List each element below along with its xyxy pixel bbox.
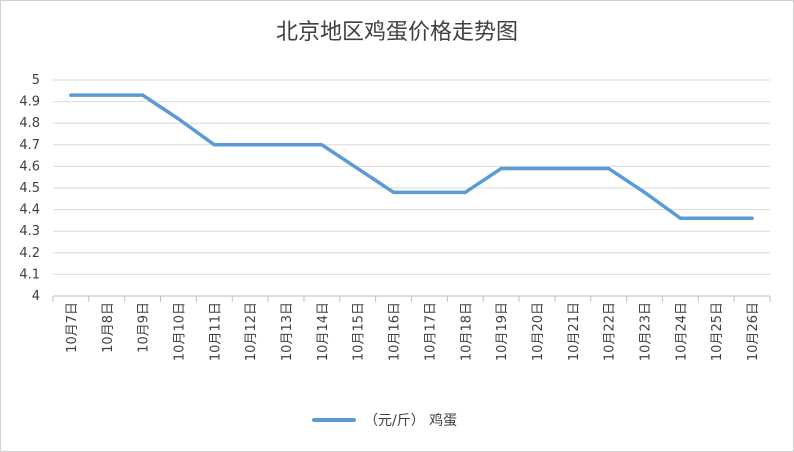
data-point xyxy=(176,117,181,121)
legend-swatch xyxy=(312,418,356,422)
x-tick-label: 10月13日 xyxy=(280,302,295,361)
x-tick-label: 10月25日 xyxy=(710,302,725,361)
data-point xyxy=(750,216,754,220)
data-point xyxy=(642,190,647,194)
y-tick-label: 4.2 xyxy=(19,246,40,261)
x-tick-label: 10月16日 xyxy=(388,302,403,361)
y-axis-ticks: 5 4.9 4.8 4.7 4.6 4.5 4.4 4.3 4.2 4.1 4 xyxy=(19,73,40,304)
legend: （元/斤） 鸡蛋 xyxy=(312,410,457,430)
y-tick-label: 4.5 xyxy=(19,181,40,196)
data-point xyxy=(69,93,73,97)
data-point xyxy=(499,166,503,171)
chart-title: 北京地区鸡蛋价格走势图 xyxy=(275,20,518,45)
data-point xyxy=(463,190,467,194)
data-point xyxy=(284,143,288,147)
x-tick-label: 10月8日 xyxy=(101,302,116,353)
data-point xyxy=(356,166,360,171)
data-point xyxy=(141,93,145,97)
data-point xyxy=(678,216,682,220)
series-line xyxy=(69,93,754,220)
data-point xyxy=(714,216,718,220)
data-point xyxy=(391,190,396,194)
data-point xyxy=(607,166,611,171)
x-tick-label: 10月18日 xyxy=(459,302,474,361)
y-tick-label: 4.1 xyxy=(19,267,40,282)
data-point xyxy=(320,143,324,147)
x-tick-label: 10月12日 xyxy=(244,302,259,361)
grid-lines xyxy=(53,79,770,297)
data-point xyxy=(105,93,109,97)
x-tick-label: 10月11日 xyxy=(208,302,223,361)
x-tick-label: 10月17日 xyxy=(423,302,438,361)
x-tick-label: 10月15日 xyxy=(352,302,367,361)
x-tick-label: 10月24日 xyxy=(674,302,689,361)
x-tick-label: 10月10日 xyxy=(172,302,187,361)
y-tick-label: 4.4 xyxy=(19,203,40,218)
x-tick-label: 10月7日 xyxy=(65,302,80,353)
y-tick-label: 4.6 xyxy=(19,159,40,174)
x-tick-label: 10月20日 xyxy=(531,302,546,361)
x-tick-label: 10月14日 xyxy=(316,302,331,361)
x-tick-label: 10月22日 xyxy=(603,302,618,361)
y-tick-label: 4.8 xyxy=(19,116,40,131)
legend-label: （元/斤） 鸡蛋 xyxy=(364,413,458,429)
x-tick-label: 10月21日 xyxy=(567,302,582,361)
x-tick-label: 10月26日 xyxy=(746,302,761,361)
y-tick-label: 4 xyxy=(32,289,40,304)
x-tick-label: 10月9日 xyxy=(137,302,152,353)
data-point xyxy=(248,143,252,147)
y-tick-label: 5 xyxy=(32,73,40,88)
data-point xyxy=(571,166,575,171)
x-tick-label: 10月23日 xyxy=(639,302,654,361)
x-axis: 10月7日 10月8日 10月9日 10月10日 10月11日 10月12日 10月13日 1… xyxy=(52,295,771,361)
data-point xyxy=(535,166,539,171)
y-tick-label: 4.7 xyxy=(19,138,40,153)
series-layer xyxy=(69,93,754,220)
y-tick-label: 4.3 xyxy=(19,224,40,239)
data-point xyxy=(212,143,216,147)
x-tick-label: 10月19日 xyxy=(495,302,510,361)
y-tick-label: 4.9 xyxy=(19,95,40,110)
data-point xyxy=(427,190,432,194)
